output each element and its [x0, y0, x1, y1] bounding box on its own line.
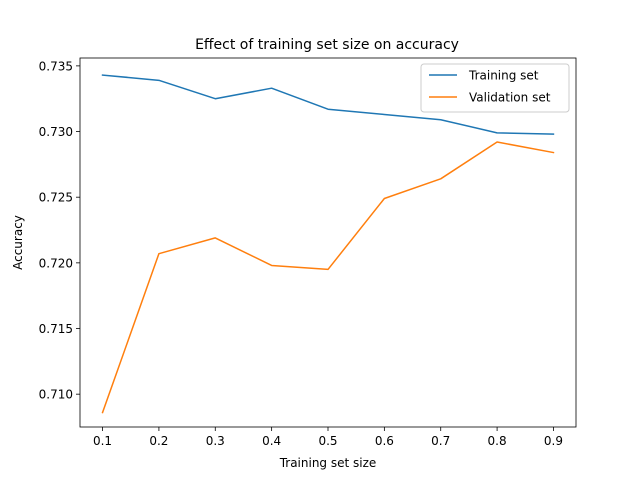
x-tick-label: 0.4 — [262, 434, 281, 448]
legend-label-training: Training set — [468, 69, 539, 83]
x-tick-label: 0.6 — [375, 434, 394, 448]
x-tick-label: 0.2 — [149, 434, 168, 448]
legend-label-validation: Validation set — [469, 91, 551, 105]
x-tick-label: 0.1 — [93, 434, 112, 448]
x-tick-label: 0.3 — [206, 434, 225, 448]
legend-box — [420, 63, 570, 113]
legend: Training set Validation set — [420, 63, 570, 113]
chart-title: Effect of training set size on accuracy — [195, 37, 459, 53]
y-tick-label: 0.735 — [39, 59, 73, 73]
y-tick-label: 0.710 — [39, 388, 73, 402]
x-tick-label: 0.7 — [431, 434, 450, 448]
series-line-0 — [101, 74, 555, 135]
x-axis-label: Training set size — [279, 456, 377, 470]
x-tick-label: 0.9 — [544, 434, 563, 448]
series-line-1 — [101, 141, 555, 414]
y-tick-label: 0.725 — [39, 191, 73, 205]
x-tick-label: 0.5 — [318, 434, 337, 448]
y-tick-label: 0.715 — [39, 322, 73, 336]
y-axis-label: Accuracy — [11, 215, 25, 270]
plot-lines — [101, 74, 555, 414]
y-axis: 0.710 0.715 0.720 0.725 0.730 0.735 — [39, 59, 80, 402]
y-tick-label: 0.720 — [39, 256, 73, 270]
x-tick-label: 0.8 — [488, 434, 507, 448]
y-tick-label: 0.730 — [39, 125, 73, 139]
x-axis: 0.1 0.2 0.3 0.4 0.5 0.6 0.7 0.8 0.9 — [93, 427, 563, 448]
plot-frame — [79, 57, 577, 428]
